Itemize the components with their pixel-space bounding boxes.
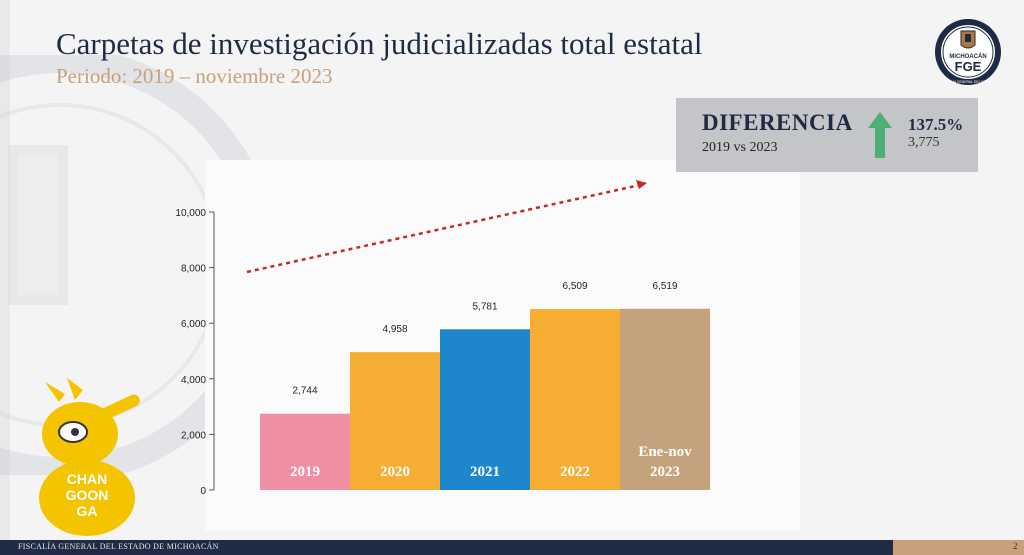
y-tick-label: 4,000 xyxy=(181,375,206,386)
footer-org-text: FISCALÍA GENERAL DEL ESTADO DE MICHOACÁN xyxy=(18,542,219,551)
logo-top-text: FISCALÍA GENERAL DEL ESTADO xyxy=(941,80,995,84)
y-tick-label: 10,000 xyxy=(175,208,206,219)
chan-goon-ga-mascot: CHAN GOON GA xyxy=(39,378,140,536)
difference-label: DIFERENCIA xyxy=(702,110,853,135)
x-category-label: 2023 xyxy=(650,464,680,480)
x-category-label: 2021 xyxy=(470,464,500,480)
difference-percent: 137.5% xyxy=(908,115,964,134)
bar-value-label: 5,781 xyxy=(472,301,497,312)
bar xyxy=(620,308,710,490)
x-category-label: 2019 xyxy=(290,464,320,480)
bar-value-label: 6,519 xyxy=(652,281,677,292)
left-edge-strip xyxy=(0,0,10,555)
x-category-label: Ene-nov xyxy=(638,444,692,460)
y-axis-ticks: 0 2,000 4,000 6,000 8,000 10,000 xyxy=(175,208,214,497)
footer-accent xyxy=(893,540,1024,555)
bar xyxy=(530,309,620,490)
fge-logo: MICHOACÁN FGE FISCALÍA GENERAL DEL ESTAD… xyxy=(935,19,1001,85)
page-number: 2 xyxy=(1013,541,1018,551)
up-arrow-icon xyxy=(868,112,892,158)
bar-value-label: 6,509 xyxy=(562,281,587,292)
x-category-label: 2022 xyxy=(560,464,590,480)
page-title: Carpetas de investigación judicializadas… xyxy=(56,26,703,61)
logo-acronym-text: FGE xyxy=(955,59,982,74)
difference-comparison: 2019 vs 2023 xyxy=(702,140,778,155)
trend-arrowhead xyxy=(636,180,647,189)
mascot-text-line-2: GOON xyxy=(66,487,109,503)
logo-state-text: MICHOACÁN xyxy=(949,53,986,60)
trend-arrow xyxy=(246,183,641,274)
difference-box: DIFERENCIA 2019 vs 2023 137.5% 3,775 xyxy=(676,98,978,172)
y-tick-label: 0 xyxy=(200,486,206,497)
mascot-text-line-3: GA xyxy=(77,503,98,519)
bar-value-label: 4,958 xyxy=(382,324,407,335)
bar xyxy=(260,413,350,490)
footer-bar xyxy=(0,540,893,555)
difference-absolute: 3,775 xyxy=(908,135,940,150)
bar-value-label: 2,744 xyxy=(292,386,317,397)
bar xyxy=(440,329,530,490)
y-tick-label: 6,000 xyxy=(181,319,206,330)
y-tick-label: 2,000 xyxy=(181,430,206,441)
bars-group: 2,744 2019 4,958 2020 5,781 2021 6,509 2022 6,51… xyxy=(260,281,710,490)
y-tick-label: 8,000 xyxy=(181,264,206,275)
mascot-text-line-1: CHAN xyxy=(67,471,107,487)
page-subtitle: Periodo: 2019 – noviembre 2023 xyxy=(56,64,333,88)
x-category-label: 2020 xyxy=(380,464,410,480)
bar xyxy=(350,352,440,490)
